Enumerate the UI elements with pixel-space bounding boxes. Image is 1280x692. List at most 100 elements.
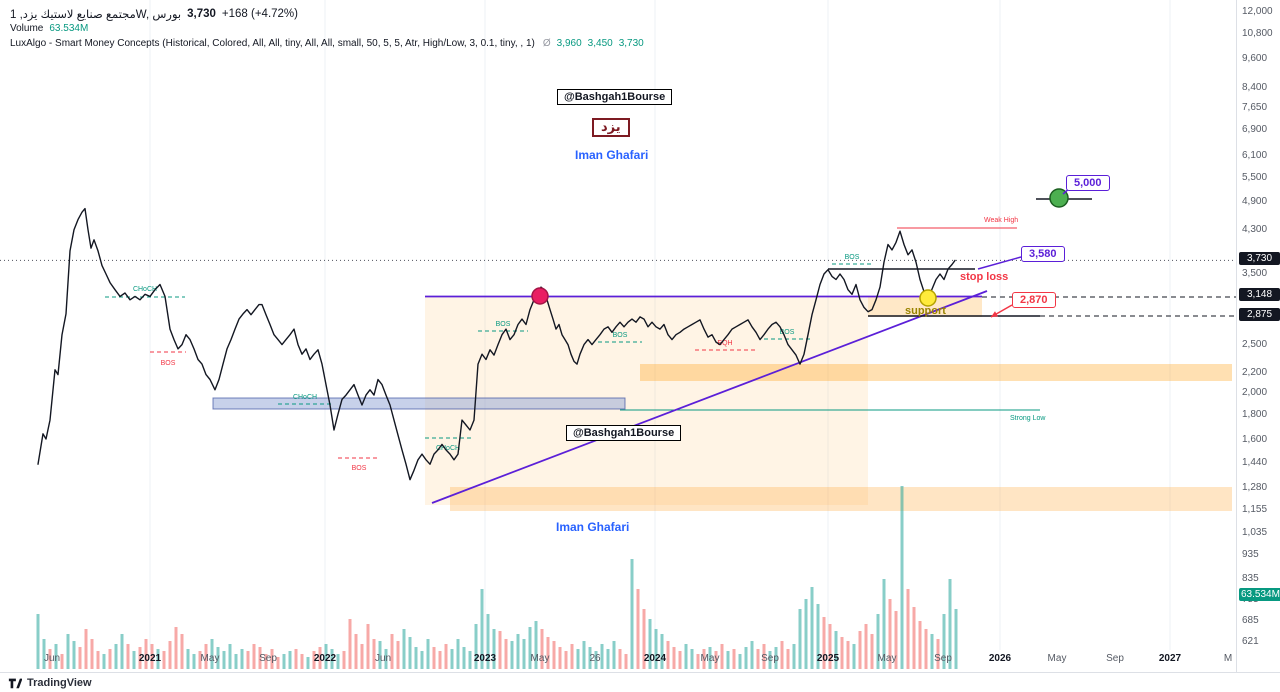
price-change: +168 (+4.72%) [221,7,298,20]
ascending-trendline[interactable] [431,290,988,504]
volume-bars [36,486,958,669]
structure-levels: CHoCH BOS CHoCH BOS CHoCH BOS BOS EQH BOS BOS [105,254,872,472]
svg-text:CHoCH: CHoCH [293,394,317,401]
tradingview-brand-text: TradingView [27,676,92,689]
price-tick: 4,900 [1242,196,1268,208]
stoploss-level-callout[interactable]: 2,870 [1012,292,1056,308]
yellow-circle-marker[interactable] [919,289,937,307]
time-tick: May [200,653,220,664]
time-tick: Sep [259,653,277,664]
price-tick: 2,000 [1242,386,1268,398]
time-tick: Sep [761,653,779,664]
visibility-icon[interactable]: Ø [542,38,551,49]
time-tick: 2025 [816,653,840,664]
tradingview-logo[interactable]: TradingView [0,673,1280,692]
price-tick: 2,500 [1242,339,1268,351]
time-tick: 2022 [313,653,337,664]
price-tick: 5,500 [1242,171,1268,183]
price-badge: 3,148 [1239,288,1280,302]
svg-text:CHoCH: CHoCH [133,286,157,293]
price-axis[interactable]: 12,000 10,800 9,600 8,400 7,650 6,900 6,100 5,5… [1236,0,1280,672]
watermark-handle-mid[interactable]: @Bashgah1Bourse [566,425,682,441]
price-tick: 6,900 [1242,123,1268,135]
time-tick: Sep [1106,653,1124,664]
price-tick: 6,100 [1242,149,1268,161]
svg-text:BOS: BOS [780,329,795,336]
price-tick: 1,600 [1242,434,1268,446]
svg-text:BOS: BOS [496,321,511,328]
price-tick: 3,500 [1242,267,1268,279]
volume-legend-row[interactable]: Volume 63.534M [10,21,644,36]
svg-text:CHoCH: CHoCH [436,445,460,452]
price-tick: 685 [1242,614,1259,626]
tradingview-mark-icon [8,678,22,688]
time-tick: Sep [934,653,952,664]
price-line-series[interactable] [37,207,956,481]
indicator-title[interactable]: LuxAlgo - Smart Money Concepts (Historic… [10,38,535,49]
indicator-legend-row[interactable]: LuxAlgo - Smart Money Concepts (Historic… [10,36,644,51]
breakout-level-callout[interactable]: 3,580 [1021,246,1065,262]
time-tick: Jun [43,653,61,664]
support-text[interactable]: support [905,305,946,317]
structure-side-label: Weak High [984,217,1018,224]
price-tick: 4,300 [1242,224,1268,236]
time-tick: 2024 [643,653,667,664]
volume-value: 63.534M [49,23,89,34]
time-tick: 2023 [473,653,497,664]
gridlines [149,0,1171,650]
time-tick: 26 [589,653,601,664]
price-tick: 12,000 [1242,6,1273,17]
price-badge: 2,875 [1239,307,1280,321]
watermark-author-top[interactable]: Iman Ghafari [575,148,649,162]
price-tick: 1,280 [1242,481,1268,493]
time-tick: May [700,653,720,664]
time-tick: 2026 [988,653,1012,664]
axis-separator [0,672,1280,673]
stop-loss-text[interactable]: stop loss [960,271,1009,283]
price-tick: 2,200 [1242,366,1268,378]
watermark-symbol-fa[interactable]: یزد [592,118,630,137]
price-tick: 835 [1242,572,1259,584]
time-tick: May [530,653,550,664]
watermark-author-bottom[interactable]: Iman Ghafari [556,520,630,534]
svg-text:BOS: BOS [613,332,628,339]
indicator-value-1: 3,960 [556,38,582,49]
price-tick: 1,440 [1242,456,1268,468]
watermark-handle-top[interactable]: @Bashgah1Bourse [557,89,673,105]
legend: مجتمع صنايع لاستيك يزد, 1W, بورس 3,730 +… [10,6,644,51]
structure-side-label: Strong Low [1010,415,1046,422]
price-tick: 1,155 [1242,503,1268,515]
price-tick: 1,800 [1242,409,1268,421]
price-tick: 7,650 [1242,101,1268,113]
time-tick: Jun [374,653,392,664]
volume-label: Volume [10,23,44,34]
volume-badge: 63.534M [1239,588,1280,601]
time-tick: M [1223,653,1233,664]
price-tick: 935 [1242,548,1259,560]
last-price: 3,730 [187,7,216,20]
price-tick: 10,800 [1242,28,1273,40]
time-tick: May [877,653,897,664]
price-badge: 3,730 [1239,252,1280,266]
price-tick: 621 [1242,635,1259,647]
time-tick: 2027 [1158,653,1182,664]
svg-text:BOS: BOS [161,360,176,367]
symbol-legend-row[interactable]: مجتمع صنايع لاستيك يزد, 1W, بورس 3,730 +… [10,6,644,21]
supply-demand-zones[interactable] [425,296,1232,511]
svg-text:EQH: EQH [717,340,732,347]
price-tick: 8,400 [1242,81,1268,93]
pink-circle-marker[interactable] [531,287,549,305]
svg-text:BOS: BOS [352,465,367,472]
time-axis[interactable]: Jun 2021 May Sep 2022 Jun 2023 May 26 2024 May Sep 2… [0,653,1236,671]
indicator-value-2: 3,450 [587,38,613,49]
blue-zone[interactable] [212,397,626,410]
price-tick: 9,600 [1242,53,1268,65]
price-tick: 1,035 [1242,526,1268,538]
symbol-title[interactable]: مجتمع صنايع لاستيك يزد, 1W, بورس [10,8,182,21]
price-target-callout[interactable]: 5,000 [1066,175,1110,191]
time-tick: 2021 [138,653,162,664]
indicator-value-3: 3,730 [618,38,644,49]
time-tick: May [1047,653,1067,664]
